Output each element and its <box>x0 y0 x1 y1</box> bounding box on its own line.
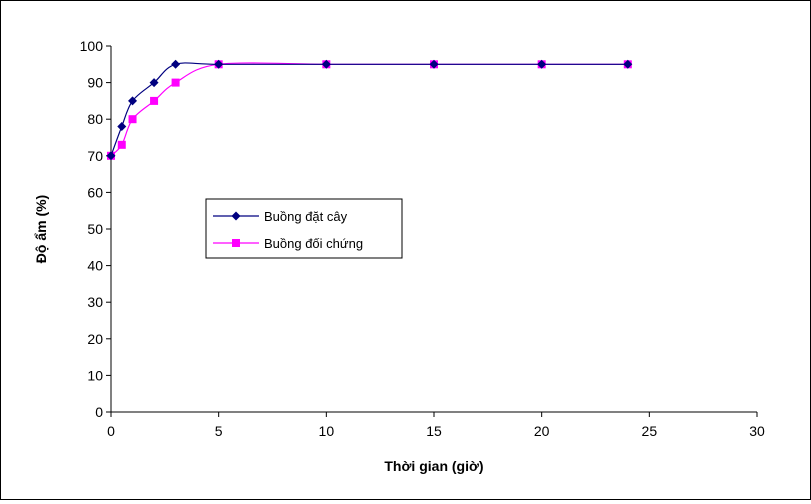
x-tick-label: 15 <box>426 423 442 439</box>
x-tick-label: 5 <box>215 423 223 439</box>
series-1-point <box>537 59 547 69</box>
x-tick-label: 20 <box>534 423 550 439</box>
x-tick-label: 30 <box>749 423 765 439</box>
series-layer <box>106 59 633 161</box>
y-tick-label: 0 <box>95 404 103 420</box>
series-1-point <box>214 59 224 69</box>
series-1-point <box>106 151 116 161</box>
legend-swatch-marker <box>231 211 241 221</box>
series-1-point <box>128 96 138 106</box>
series-2-point <box>117 140 126 149</box>
legend-label: Buồng đối chứng <box>264 236 363 251</box>
series-2-point <box>171 78 180 87</box>
series-1-line <box>110 62 628 157</box>
y-tick-label: 10 <box>87 367 103 383</box>
x-tick-label: 0 <box>107 423 115 439</box>
series-2-line <box>110 62 628 157</box>
y-tick-label: 80 <box>87 111 103 127</box>
legend-label: Buồng đặt cây <box>264 209 348 224</box>
y-tick-label: 20 <box>87 331 103 347</box>
y-tick-label: 50 <box>87 221 103 237</box>
series-1-point <box>321 59 331 69</box>
x-tick-label: 25 <box>642 423 658 439</box>
y-axis-title: Độ ẩm (%) <box>33 195 49 263</box>
legend-box <box>205 198 403 259</box>
y-tick-label: 40 <box>87 258 103 274</box>
series-2-point <box>150 96 159 105</box>
series-1-point <box>171 59 181 69</box>
x-axis-title: Thời gian (giờ) <box>384 458 483 474</box>
series-1-point <box>149 78 159 88</box>
y-tick-label: 30 <box>87 294 103 310</box>
y-tick-label: 60 <box>87 184 103 200</box>
series-1-point <box>117 122 127 132</box>
y-tick-label: 100 <box>80 38 104 54</box>
series-1-point <box>623 59 633 69</box>
legend: Buồng đặt cây Buồng đối chứng <box>205 198 403 259</box>
y-tick-label: 90 <box>87 75 103 91</box>
series-1-point <box>429 59 439 69</box>
x-tick-label: 10 <box>319 423 335 439</box>
legend-swatch-marker <box>232 239 240 247</box>
series-2 <box>107 60 632 160</box>
series-2-point <box>128 115 137 124</box>
axes: 0 10 20 30 40 50 60 70 80 90 100 0 5 10 15 20 25 30 <box>80 38 765 439</box>
y-tick-label: 70 <box>87 148 103 164</box>
series-1 <box>106 59 633 161</box>
